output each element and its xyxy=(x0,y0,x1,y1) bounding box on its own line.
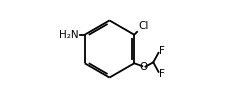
Text: F: F xyxy=(159,69,165,79)
Text: Cl: Cl xyxy=(138,21,149,31)
Text: F: F xyxy=(159,46,165,56)
Text: O: O xyxy=(140,62,148,72)
Text: H₂N: H₂N xyxy=(59,30,79,40)
